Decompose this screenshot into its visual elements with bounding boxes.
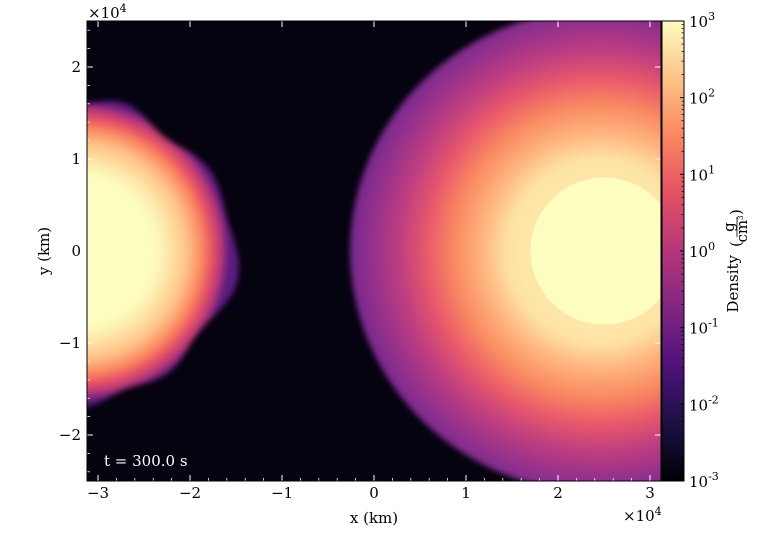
x-multiplier: ×104 bbox=[623, 505, 662, 525]
y-multiplier: ×104 bbox=[88, 2, 127, 22]
x-axis-ticks: −3 −2 −1 0 1 2 3 bbox=[87, 21, 655, 502]
x-tick-label: −2 bbox=[179, 484, 201, 502]
right-dense-core bbox=[530, 177, 661, 325]
colorbar-tick-label: 103 bbox=[689, 10, 715, 31]
y-axis-label: y (km) bbox=[35, 227, 53, 276]
colorbar-tick-label: 10-2 bbox=[689, 393, 719, 414]
colorbar-gradient bbox=[662, 21, 684, 481]
colorbar-unit-denominator: cm3 bbox=[733, 215, 751, 242]
right-ejecta-halo-edge bbox=[350, 21, 661, 481]
colorbar: 103 102 101 100 10-1 10-2 10-3 Density ( g cm3… bbox=[661, 10, 751, 491]
colorbar-unit-open-paren: ( bbox=[727, 241, 745, 247]
x-tick-label: 0 bbox=[369, 484, 379, 502]
plot-area: −3 −2 −1 0 1 2 3 2 1 0 −1 −2 bbox=[59, 20, 662, 502]
y-tick-label: 2 bbox=[71, 58, 81, 76]
colorbar-tick-label: 10-1 bbox=[689, 317, 719, 338]
x-tick-label: 3 bbox=[645, 484, 655, 502]
y-tick-label: −1 bbox=[59, 334, 81, 352]
colorbar-tick-label: 10-3 bbox=[689, 470, 719, 491]
colorbar-tick-label: 101 bbox=[689, 163, 715, 184]
colorbar-tick-label: 100 bbox=[689, 240, 715, 261]
colorbar-unit-numerator: g bbox=[720, 222, 738, 232]
density-objects bbox=[87, 21, 661, 481]
colorbar-unit-close-paren: ) bbox=[727, 209, 745, 215]
x-tick-label: 1 bbox=[461, 484, 471, 502]
x-axis-label: x (km) bbox=[350, 509, 398, 527]
colorbar-label: Density ( g cm3 ) bbox=[720, 209, 751, 312]
y-tick-label: −2 bbox=[59, 426, 81, 444]
y-tick-label: 1 bbox=[71, 150, 81, 168]
x-tick-label: −1 bbox=[271, 484, 293, 502]
left-ejecta-cloud bbox=[87, 100, 240, 407]
colorbar-tick-label: 102 bbox=[689, 87, 715, 108]
x-tick-label: 2 bbox=[553, 484, 563, 502]
x-tick-label: −3 bbox=[87, 484, 109, 502]
colorbar-label-text: Density bbox=[724, 254, 742, 312]
time-annotation: t = 300.0 s bbox=[104, 452, 188, 470]
plot-frame bbox=[86, 20, 662, 482]
y-axis-ticks: 2 1 0 −1 −2 bbox=[59, 29, 661, 473]
y-tick-label: 0 bbox=[71, 242, 81, 260]
colorbar-ticks: 103 102 101 100 10-1 10-2 10-3 bbox=[680, 10, 719, 491]
